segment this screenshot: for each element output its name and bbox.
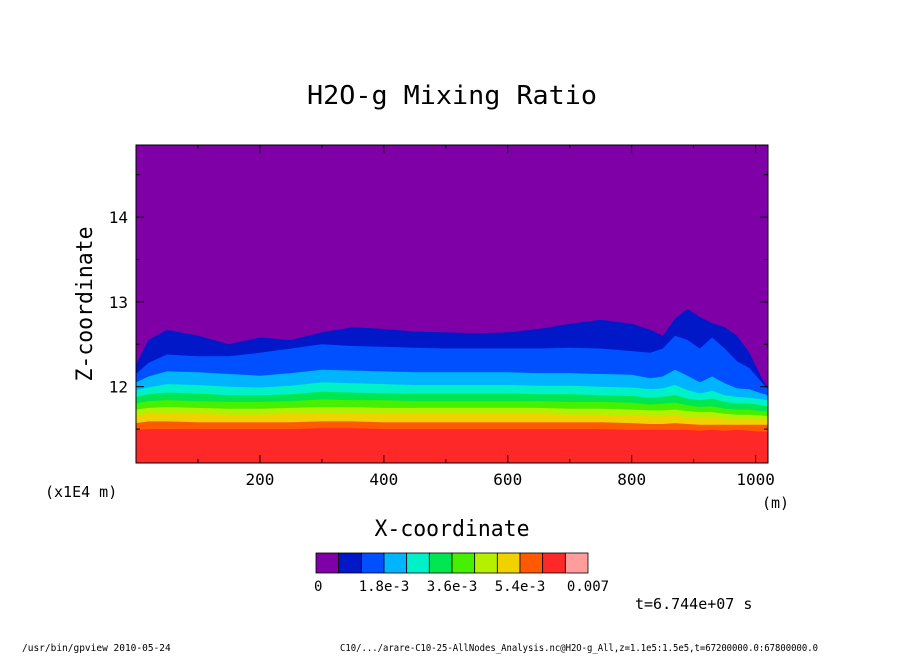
x-tick-label: 1000 <box>736 470 775 489</box>
colorbar-swatch <box>496 552 521 574</box>
x-axis-unit: (m) <box>762 494 789 512</box>
colorbar-swatch <box>542 552 566 574</box>
colorbar-swatch <box>428 552 453 574</box>
contour-layers <box>136 308 768 463</box>
y-axis-label: Z-coordinate <box>73 227 98 382</box>
footer-left: /usr/bin/gpview 2010-05-24 <box>22 643 171 654</box>
colorbar-swatch <box>360 552 385 574</box>
colorbar-swatch <box>564 552 589 574</box>
colorbar-label: 3.6e-3 <box>427 579 478 595</box>
chart-title: H2O-g Mixing Ratio <box>307 81 597 111</box>
y-tick-label: 13 <box>109 293 128 312</box>
x-tick-label: 400 <box>369 470 398 489</box>
footer-right: C10/.../arare-C10-25-AllNodes_Analysis.n… <box>340 643 818 654</box>
colorbar-swatch <box>383 552 408 574</box>
colorbar-label: 0 <box>314 579 322 595</box>
x-tick-label: 800 <box>617 470 646 489</box>
y-tick-label: 12 <box>109 378 128 397</box>
colorbar-swatch <box>338 552 362 574</box>
y-axis: 12 13 14 <box>109 174 768 430</box>
x-tick-label: 600 <box>493 470 522 489</box>
plot-frame <box>135 144 769 464</box>
colorbar-label: 0.007 <box>567 579 609 595</box>
x-axis: 200 400 600 800 1000 <box>197 145 775 489</box>
colorbar-swatch <box>451 552 476 574</box>
colorbar-swatch <box>474 552 498 574</box>
colorbar: 0 1.8e-3 3.6e-3 5.4e-3 0.007 <box>314 552 609 595</box>
y-axis-unit: (x1E4 m) <box>45 483 117 501</box>
colorbar-swatch <box>315 552 340 574</box>
x-tick-label: 200 <box>245 470 274 489</box>
time-annotation: t=6.744e+07 s <box>635 595 752 613</box>
colorbar-swatch <box>406 552 430 574</box>
contour-band-10 <box>136 428 768 463</box>
x-axis-label: X-coordinate <box>375 517 530 542</box>
colorbar-label: 5.4e-3 <box>495 579 546 595</box>
colorbar-swatch <box>519 552 544 574</box>
y-tick-label: 14 <box>109 208 128 227</box>
colorbar-label: 1.8e-3 <box>359 579 410 595</box>
